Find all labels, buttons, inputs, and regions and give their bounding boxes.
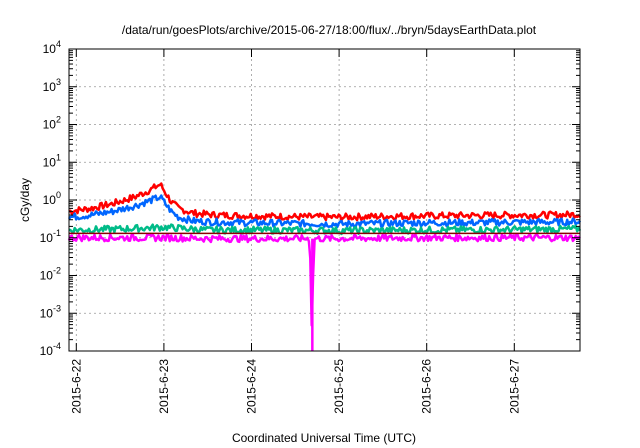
series-line-2 (68, 194, 582, 229)
y-tick-label: 103 (43, 77, 61, 94)
y-tick-label: 10-4 (40, 341, 61, 358)
y-axis-label: cGy/day (18, 178, 32, 222)
x-tick-label: 2015-6-27 (507, 359, 521, 414)
x-axis-label: Coordinated Universal Time (UTC) (232, 431, 416, 445)
series-group (67, 182, 582, 351)
x-axis: 2015-6-22 2015-6-23 2015-6-24 2015-6-25 2015… (69, 49, 521, 414)
y-tick-label: 104 (43, 39, 61, 56)
x-tick-label: 2015-6-25 (332, 359, 346, 414)
y-tick-label: 100 (43, 190, 61, 207)
series-line-1 (68, 182, 581, 222)
y-tick-label: 10-1 (40, 228, 61, 245)
y-tick-label: 101 (43, 152, 61, 169)
x-tick-label: 2015-6-24 (245, 359, 259, 414)
y-axis: 10-4 10-3 10-2 10-1 100 101 102 103 104 (40, 39, 580, 358)
chart-title: /data/run/goesPlots/archive/2015-06-27/1… (122, 23, 537, 37)
x-tick-label: 2015-6-23 (157, 359, 171, 414)
y-tick-label: 10-2 (40, 266, 61, 283)
y-tick-label: 10-3 (40, 303, 61, 320)
series-line-4 (67, 233, 581, 327)
x-tick-label: 2015-6-22 (69, 359, 83, 414)
x-tick-label: 2015-6-26 (420, 359, 434, 414)
y-tick-label: 102 (43, 115, 61, 132)
